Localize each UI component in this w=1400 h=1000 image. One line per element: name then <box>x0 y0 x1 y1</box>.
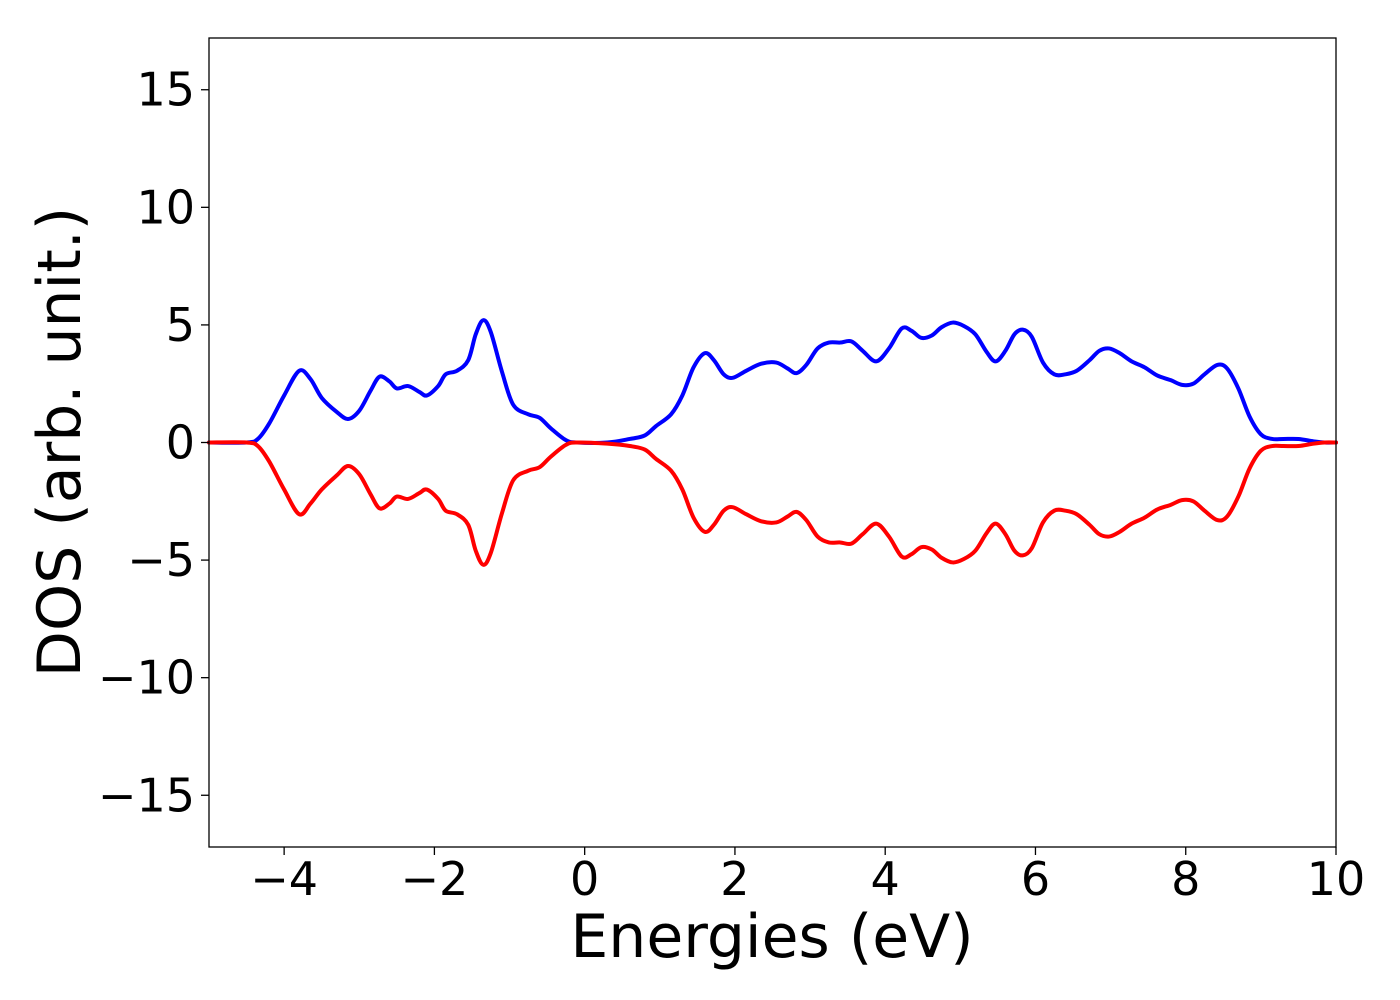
y-axis-label: DOS (arb. unit.) <box>25 207 95 677</box>
x-tick-label: 6 <box>1021 852 1050 906</box>
series-line-1 <box>207 440 1338 567</box>
y-tick-label: −10 <box>98 651 195 705</box>
series-line-0 <box>207 318 1338 445</box>
x-tick-label: 2 <box>720 852 749 906</box>
x-tick-label: 8 <box>1171 852 1200 906</box>
y-tick-label: 15 <box>136 63 195 117</box>
y-tick-label: −15 <box>98 768 195 822</box>
y-tick-label: 10 <box>136 180 195 234</box>
x-axis-ticks: −4 −2 0 2 4 6 8 10 <box>250 847 1365 906</box>
y-axis-ticks: −15 −10 −5 0 5 10 15 <box>98 63 209 822</box>
x-axis-label: Energies (eV) <box>570 902 973 972</box>
y-tick-label: 0 <box>166 416 195 470</box>
x-tick-label: 0 <box>570 852 599 906</box>
x-tick-label: 10 <box>1307 852 1366 906</box>
x-tick-label: −2 <box>400 852 468 906</box>
y-tick-label: −5 <box>127 533 195 587</box>
x-tick-label: 4 <box>871 852 900 906</box>
x-tick-label: −4 <box>250 852 318 906</box>
y-tick-label: 5 <box>166 298 195 352</box>
series-layer <box>207 318 1338 567</box>
